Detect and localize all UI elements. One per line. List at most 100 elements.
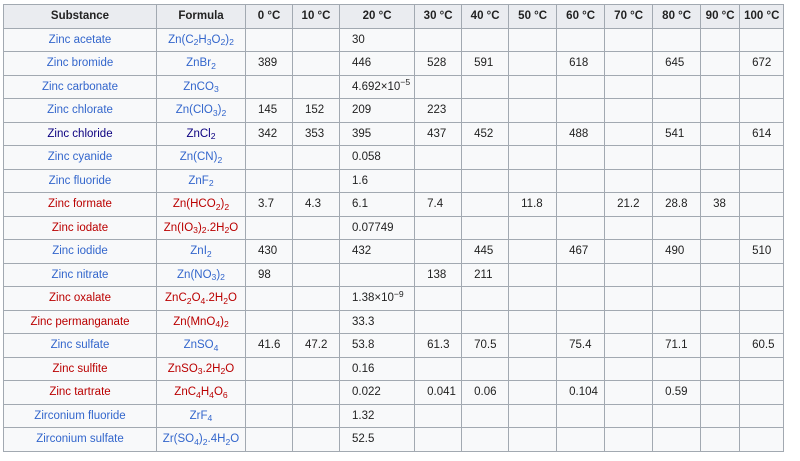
- substance-link[interactable]: Zinc carbonate: [41, 80, 119, 93]
- substance-link[interactable]: Zinc fluoride: [48, 174, 112, 187]
- col-header-90c[interactable]: 90 °C: [700, 4, 741, 29]
- solubility-value: 0.16: [338, 356, 416, 381]
- substance-link[interactable]: Zinc nitrate: [51, 268, 109, 281]
- substance-link[interactable]: Zinc permanganate: [30, 315, 130, 328]
- subscript-part: 2: [211, 60, 216, 71]
- solubility-value: [461, 356, 510, 381]
- formula-link[interactable]: Zn(CN)2: [180, 151, 223, 164]
- solubility-value: [508, 239, 558, 264]
- subscript-part: 4: [200, 295, 206, 306]
- solubility-value: [292, 145, 340, 170]
- formula-link[interactable]: ZnI2: [190, 245, 211, 258]
- col-header-70c[interactable]: 70 °C: [604, 4, 654, 29]
- solubility-value: [652, 262, 702, 287]
- text-part: H: [198, 33, 207, 46]
- formula-link[interactable]: ZrF4: [190, 410, 213, 423]
- solubility-value: 0.59: [652, 380, 702, 405]
- substance-cell: Zirconium fluoride: [3, 403, 157, 428]
- col-header-30c[interactable]: 30 °C: [414, 4, 463, 29]
- subscript-part: 4: [215, 319, 221, 330]
- substance-cell: Zinc chlorate: [3, 98, 157, 123]
- col-header-10c[interactable]: 10 °C: [292, 4, 340, 29]
- subscript-part: 2: [223, 295, 229, 306]
- formula-link[interactable]: ZnSO3.2H2O: [168, 363, 235, 376]
- substance-link[interactable]: Zirconium fluoride: [34, 409, 126, 422]
- substance-cell: Zinc iodate: [3, 215, 157, 240]
- solubility-value: [508, 356, 558, 381]
- formula-cell: Zn(IO3)2.2H2O: [156, 215, 246, 240]
- substance-link[interactable]: Zinc cyanide: [47, 151, 113, 164]
- solubility-value: [508, 74, 558, 99]
- formula-link[interactable]: ZnBr2: [186, 57, 216, 71]
- formula-link[interactable]: Zn(HCO2)2: [173, 198, 229, 212]
- formula-link[interactable]: ZnCl2: [186, 128, 215, 141]
- solubility-value: [292, 239, 340, 264]
- substance-link[interactable]: Zinc tartrate: [49, 386, 111, 399]
- col-header-formula[interactable]: Formula: [156, 4, 246, 29]
- formula-link[interactable]: ZnC4H4O6: [174, 386, 228, 400]
- text-part: H: [200, 386, 210, 399]
- col-header-80c[interactable]: 80 °C: [652, 4, 702, 29]
- formula-link[interactable]: ZnC2O4.2H2O: [165, 292, 237, 306]
- formula-link[interactable]: Zr(SO4)2.4H2O: [163, 433, 239, 447]
- solubility-value: 47.2: [292, 333, 340, 358]
- solubility-value: [700, 215, 741, 240]
- solubility-value: [739, 192, 785, 217]
- col-header-50c[interactable]: 50 °C: [508, 4, 558, 29]
- text-part: ZnC: [174, 386, 197, 399]
- solubility-value: [652, 168, 702, 193]
- substance-link[interactable]: Zinc iodate: [51, 221, 109, 234]
- subscript-part: 2: [229, 37, 234, 48]
- substance-link[interactable]: Zinc bromide: [46, 57, 114, 70]
- substance-link[interactable]: Zinc acetate: [48, 33, 112, 46]
- substance-link[interactable]: Zinc formate: [48, 198, 112, 211]
- solubility-value: [739, 356, 785, 381]
- solubility-value: [292, 74, 340, 99]
- solubility-value: 33.3: [338, 309, 416, 334]
- formula-link[interactable]: Zn(IO3)2.2H2O: [164, 222, 238, 235]
- substance-link[interactable]: Zinc chloride: [47, 127, 113, 140]
- solubility-value: [292, 427, 340, 452]
- solubility-value: 353: [292, 121, 340, 146]
- col-header-100c[interactable]: 100 °C: [739, 4, 785, 29]
- solubility-value: [461, 27, 510, 52]
- solubility-value: [245, 215, 293, 240]
- solubility-value: [414, 356, 463, 381]
- text-part: Zn(NO: [177, 268, 212, 281]
- solubility-value: [292, 403, 340, 428]
- col-header-substance[interactable]: Substance: [3, 4, 157, 29]
- formula-link[interactable]: ZnSO4: [184, 339, 219, 352]
- subscript-part: 4: [194, 436, 199, 447]
- col-header-60c[interactable]: 60 °C: [556, 4, 606, 29]
- table-row: Zinc permanganate Zn(MnO4)2 33.3: [3, 309, 785, 334]
- formula-link[interactable]: Zn(C2H3O2)2: [168, 33, 234, 48]
- solubility-value: [245, 145, 293, 170]
- supscript-part: −9: [393, 288, 404, 299]
- solubility-value: [604, 145, 654, 170]
- solubility-value: [414, 239, 463, 264]
- formula-link[interactable]: ZnCO3: [183, 81, 218, 94]
- solubility-value: 591: [461, 51, 510, 76]
- solubility-value: [292, 356, 340, 381]
- formula-link[interactable]: Zn(NO3)2: [177, 268, 225, 282]
- solubility-value: [739, 262, 785, 287]
- solubility-value: [556, 356, 606, 381]
- formula-link[interactable]: ZnF2: [188, 175, 213, 188]
- solubility-value: [414, 309, 463, 334]
- subscript-part: 4: [196, 389, 201, 400]
- solubility-value: 0.022: [338, 380, 416, 405]
- col-header-20c[interactable]: 20 °C: [338, 4, 416, 29]
- substance-link[interactable]: Zinc chlorate: [47, 104, 113, 117]
- substance-link[interactable]: Zinc iodide: [52, 245, 108, 258]
- solubility-value: [700, 168, 741, 193]
- subscript-part: 6: [222, 389, 228, 400]
- col-header-0c[interactable]: 0 °C: [245, 4, 293, 29]
- substance-link[interactable]: Zinc sulfate: [50, 339, 110, 352]
- formula-link[interactable]: Zn(ClO3)2: [176, 104, 227, 117]
- substance-link[interactable]: Zinc oxalate: [48, 292, 111, 305]
- substance-link[interactable]: Zinc sulfite: [52, 362, 108, 375]
- col-header-40c[interactable]: 40 °C: [461, 4, 510, 29]
- substance-link[interactable]: Zirconium sulfate: [36, 433, 124, 446]
- subscript-part: 2: [215, 201, 221, 212]
- formula-link[interactable]: Zn(MnO4)2: [173, 316, 229, 330]
